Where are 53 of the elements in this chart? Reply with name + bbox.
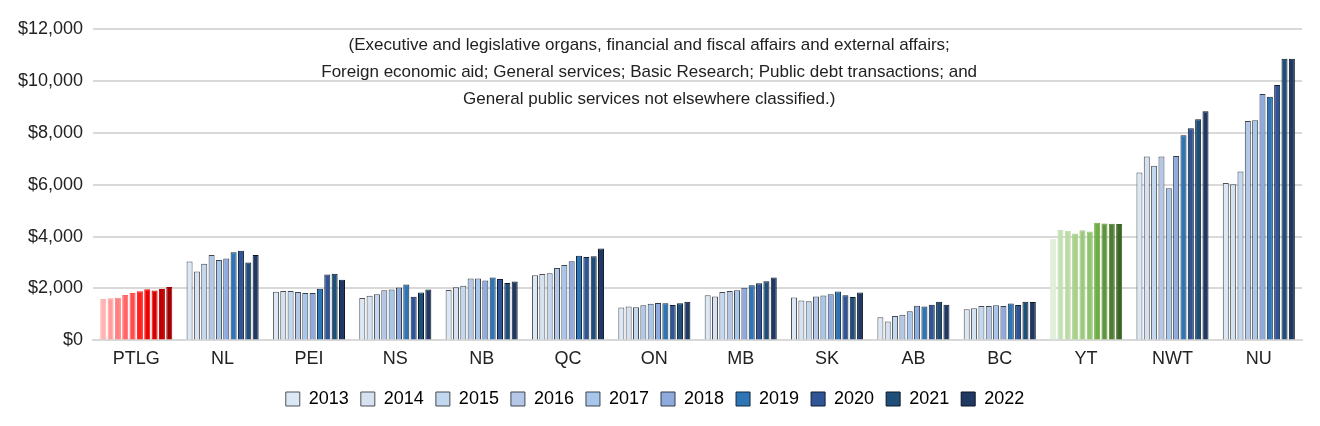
- x-tick-label: ON: [640, 348, 668, 369]
- y-tick-label: $12,000: [17, 17, 84, 38]
- bar: [1064, 230, 1071, 340]
- legend-label: 2020: [834, 387, 875, 408]
- bar: [144, 289, 151, 340]
- y-tick-label: $6,000: [28, 173, 84, 194]
- x-tick-label: PTLG: [112, 348, 160, 369]
- bar: [136, 291, 143, 340]
- x-tick-label: NU: [1245, 348, 1272, 369]
- x-tick-label: MB: [727, 348, 755, 369]
- legend-label: 2015: [458, 387, 499, 408]
- bar: [1050, 238, 1057, 340]
- x-tick-label: NWT: [1151, 348, 1193, 369]
- y-tick-label: $10,000: [17, 69, 84, 90]
- y-tick-label: $2,000: [28, 277, 84, 298]
- bar: [1108, 223, 1115, 340]
- x-tick-label: NB: [469, 348, 495, 369]
- bar: [100, 299, 107, 340]
- bar: [1101, 223, 1108, 340]
- bar: [129, 292, 136, 340]
- x-tick-label: QC: [554, 348, 582, 369]
- bar: [1057, 230, 1064, 340]
- bar: [1086, 231, 1093, 340]
- annotation: General public services not elsewhere classified.): [463, 88, 836, 108]
- bar: [166, 286, 173, 340]
- x-tick-label: BC: [987, 348, 1013, 369]
- legend-label: 2016: [533, 387, 574, 408]
- bar: [114, 297, 121, 340]
- x-tick-label: NS: [382, 348, 408, 369]
- legend-label: 2017: [608, 387, 649, 408]
- y-tick-label: $4,000: [28, 225, 84, 246]
- legend-label: 2022: [984, 387, 1025, 408]
- legend-label: 2019: [759, 387, 800, 408]
- y-tick-label: $8,000: [28, 121, 84, 142]
- annotation: Foreign economic aid; General services; Basic Research; Public debt transactions; and: [321, 61, 978, 81]
- bar: [1116, 224, 1123, 340]
- x-tick-label: SK: [815, 348, 840, 369]
- x-tick-label: PEI: [294, 348, 324, 369]
- bar: [1094, 222, 1101, 340]
- x-tick-label: AB: [901, 348, 926, 369]
- bar: [158, 288, 165, 340]
- y-tick-label: $0: [63, 329, 84, 350]
- x-tick-label: NL: [211, 348, 235, 369]
- bar: [151, 290, 158, 340]
- legend-label: 2018: [684, 387, 725, 408]
- annotation: (Executive and legislative organs, financial and fiscal affairs and external affairs;: [348, 34, 950, 54]
- legend-label: 2014: [383, 387, 424, 408]
- x-tick-label: YT: [1074, 348, 1098, 369]
- legend-label: 2021: [909, 387, 950, 408]
- bar: [1079, 230, 1086, 340]
- bar: [1072, 233, 1079, 340]
- legend-label: 2013: [308, 387, 349, 408]
- bar: [107, 298, 114, 340]
